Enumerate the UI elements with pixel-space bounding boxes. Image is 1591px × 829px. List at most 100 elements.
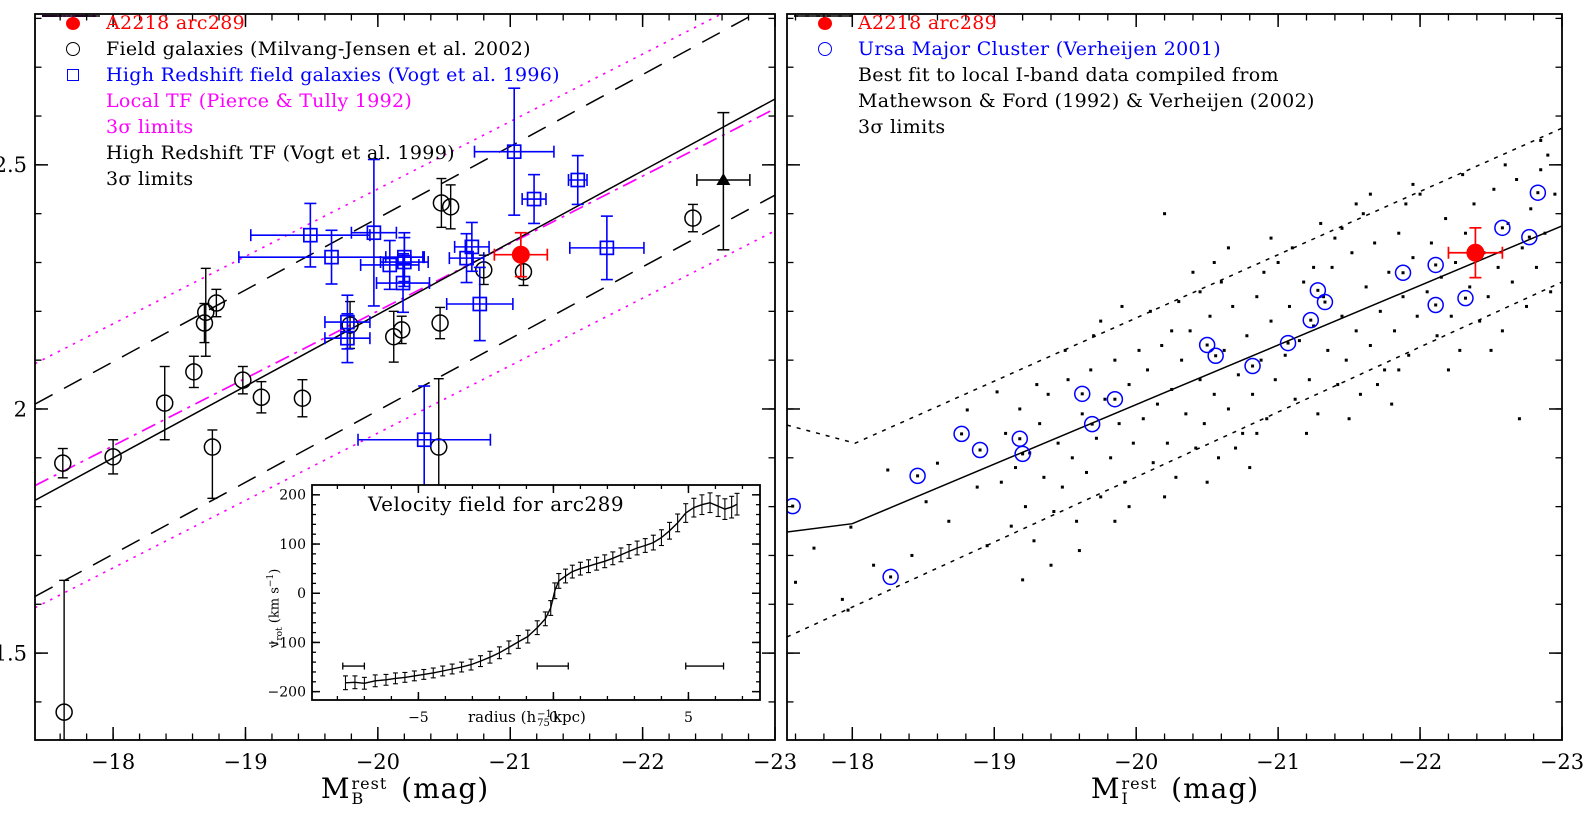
legend-item-continuation: Mathewson & Ford (1992) & Verheijen (200… [792,88,1315,114]
local-galaxy-dot [1515,178,1519,182]
solid-line-icon [794,15,852,17]
local-galaxy-dot [886,468,890,472]
ursa-major-center-dot [1434,263,1438,267]
local-galaxy-dot [1344,358,1348,362]
local-galaxy-dot [1023,505,1027,509]
highz-field-galaxy-point [526,191,542,207]
axis-superscript: −1 [537,709,552,720]
local-galaxy-dot [1042,475,1046,479]
legend-item: A2218 arc289 [792,10,1315,36]
ursa-major-point [1083,415,1101,433]
filled-circle-icon [66,16,80,30]
local-galaxy-dot [1287,304,1291,308]
local-galaxy-dot [1109,456,1113,460]
x-tick-label: 5 [684,710,693,726]
local-galaxy-dot [1478,319,1482,323]
axis-subscript: 75 [537,718,550,729]
ursa-major-center-dot [1434,303,1438,307]
local-galaxy-dot [1226,246,1230,250]
local-galaxy-dot [1336,383,1340,387]
field-galaxy-point [431,314,449,332]
legend-label: 3σ limits [106,116,194,138]
local-galaxy-dot [1525,304,1529,308]
local-galaxy-dot [1255,295,1259,299]
ursa-major-point [1529,184,1547,201]
local-galaxy-dot [1226,407,1230,411]
local-tf-3sigma-lower-line [35,230,775,609]
local-galaxy-dot [1368,344,1372,348]
axis-unit: (km s [267,587,283,628]
local-galaxy-dot [1265,417,1269,421]
local-galaxy-dot [1368,192,1372,196]
local-galaxy-dot [1411,182,1415,186]
local-galaxy-dot [1066,378,1070,382]
local-galaxy-dot [1018,407,1022,411]
local-galaxy-dot [1397,368,1401,372]
ursa-major-point [1316,293,1334,311]
local-galaxy-dot [1358,392,1362,396]
local-galaxy-dot [1350,251,1354,255]
local-galaxy-dot [1463,231,1467,235]
open-circle-icon [66,42,80,56]
local-galaxy-dot [1468,285,1472,289]
axis-subscript: I [1121,789,1129,808]
local-galaxy-dot [1500,329,1504,333]
legend-label: Field galaxies (Milvang-Jensen et al. 20… [106,38,531,60]
local-galaxy-dot [1418,192,1422,196]
field-galaxy-point [104,448,122,466]
local-galaxy-dot [872,563,876,567]
ursa-major-center-dot [1286,341,1290,345]
local-galaxy-dot [1354,202,1358,206]
local-galaxy-dot [1454,261,1458,265]
y-tick-label: 0 [297,586,306,602]
local-galaxy-dot [985,544,989,548]
local-galaxy-dot [1529,207,1533,211]
local-galaxy-dot [1326,348,1330,352]
arc289-point [1466,243,1485,262]
local-galaxy-dot [1472,202,1476,206]
ursa-major-center-dot [1309,318,1313,322]
panel-border [311,484,761,701]
y-tick-label: 2 [14,397,27,421]
local-galaxy-dot [1212,261,1216,265]
local-galaxy-dot [1205,480,1209,484]
local-galaxy-dot [1245,334,1249,338]
local-galaxy-dot [1208,314,1212,318]
local-galaxy-dot [1004,431,1008,435]
local-galaxy-dot [1322,295,1326,299]
panel-border [34,13,776,741]
local-galaxy-dot [1075,519,1079,523]
axis-superscript: rest [1121,773,1158,793]
ursa-major-center-dot [1500,226,1504,230]
y-tick-label: −200 [268,685,306,701]
local-galaxy-dot [1219,280,1223,284]
local-galaxy-dot [794,580,798,584]
local-galaxy-dot [1163,212,1167,216]
field-galaxy-point [185,363,203,381]
ursa-major-point [1198,336,1216,354]
ursa-major-center-dot [1323,300,1327,304]
local-galaxy-dot [849,525,853,529]
local-galaxy-dot [1035,383,1039,387]
local-galaxy-dot [1103,397,1107,401]
x-tick-label: −20 [1114,750,1158,774]
local-galaxy-dot [1361,212,1365,216]
ursa-major-point [1279,334,1297,352]
local-galaxy-dot [1534,265,1538,269]
local-galaxy-dot [1549,290,1553,294]
local-galaxy-dot [1316,412,1320,416]
local-galaxy-dot [1052,510,1056,514]
ursa-major-point [882,568,899,586]
legend-label: High Redshift TF (Vogt et al. 1999) [106,142,455,164]
local-galaxy-dot [1404,202,1408,206]
ursa-major-point [1394,264,1412,282]
local-galaxy-dot [1553,192,1557,196]
local-galaxy-dot [1113,519,1117,523]
local-galaxy-dot [1038,422,1042,426]
local-galaxy-dot [999,480,1003,484]
ursa-major-center-dot [1463,296,1467,300]
ursa-major-center-dot [1113,397,1117,401]
local-galaxy-dot [1364,285,1368,289]
local-tf-line [35,107,775,487]
local-galaxy-dot [1330,265,1334,269]
